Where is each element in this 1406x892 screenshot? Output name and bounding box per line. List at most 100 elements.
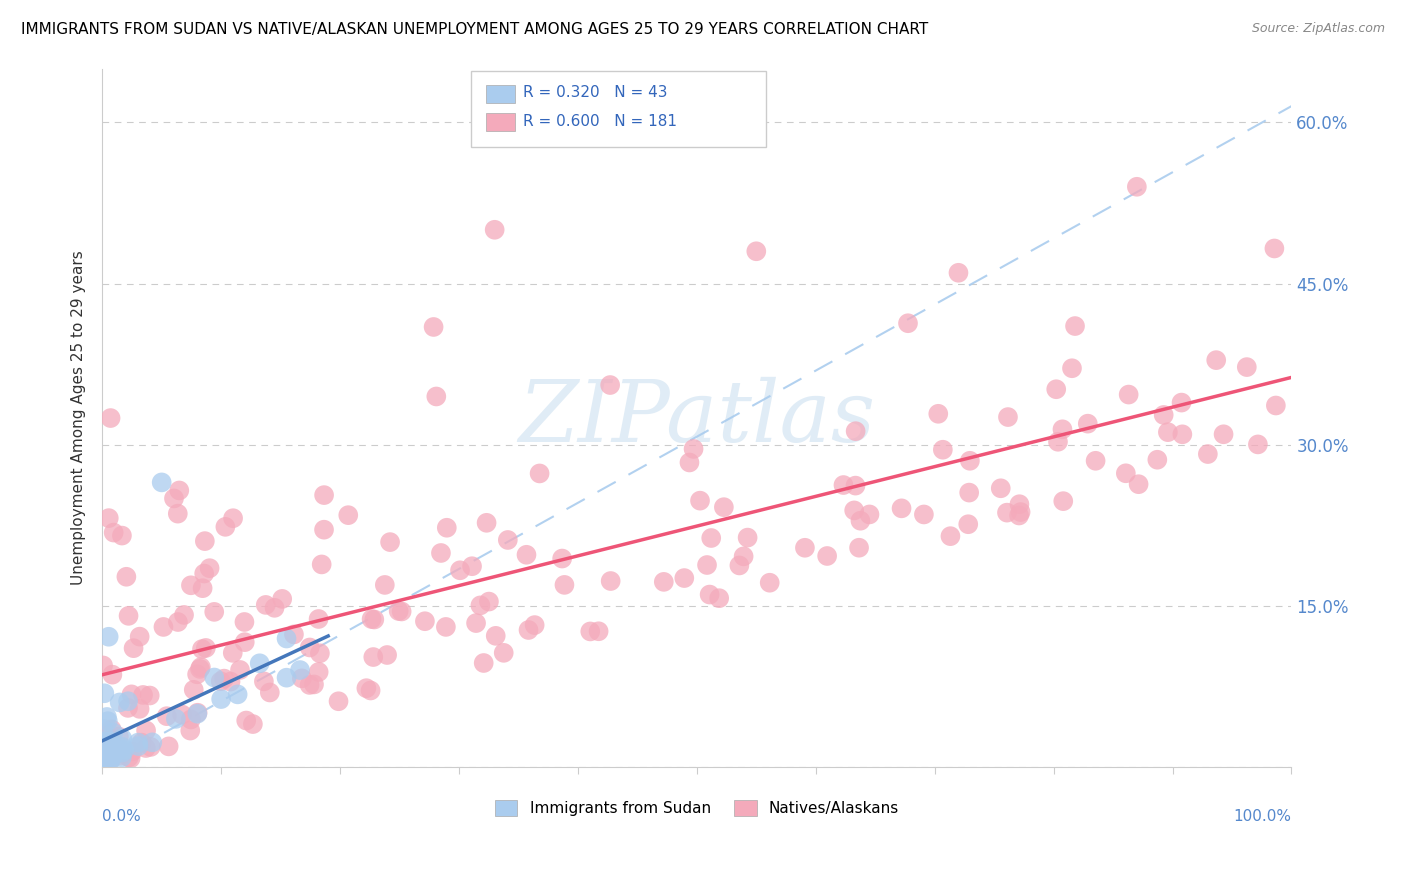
Point <box>436 521 458 535</box>
Point <box>699 588 721 602</box>
Point <box>700 531 723 545</box>
Point <box>249 657 271 671</box>
Point <box>848 541 870 555</box>
Point <box>91 658 114 673</box>
Point <box>112 743 135 757</box>
Point <box>94 745 117 759</box>
Point <box>551 551 574 566</box>
Point <box>103 747 125 762</box>
Point <box>180 713 202 727</box>
Point <box>1077 417 1099 431</box>
Point <box>91 756 114 771</box>
Point <box>111 528 134 542</box>
Point <box>713 500 735 515</box>
Point <box>108 744 131 758</box>
Point <box>673 571 696 585</box>
Point <box>523 618 546 632</box>
Point <box>374 578 396 592</box>
Point <box>254 598 277 612</box>
Point <box>172 707 194 722</box>
Point <box>214 520 236 534</box>
Point <box>1170 395 1192 409</box>
Point <box>425 389 447 403</box>
Point <box>737 531 759 545</box>
Point <box>472 656 495 670</box>
Point <box>186 706 208 721</box>
Point <box>360 612 382 626</box>
Point <box>128 630 150 644</box>
Point <box>141 735 163 749</box>
Text: 100.0%: 100.0% <box>1233 809 1292 824</box>
Point <box>121 744 143 758</box>
Point <box>733 549 755 564</box>
Point <box>233 635 256 649</box>
Point <box>815 549 838 563</box>
Point <box>190 660 212 674</box>
Point <box>263 600 285 615</box>
Point <box>103 525 125 540</box>
Point <box>108 695 131 709</box>
Legend: Immigrants from Sudan, Natives/Alaskans: Immigrants from Sudan, Natives/Alaskans <box>488 794 905 822</box>
Point <box>311 558 333 572</box>
Point <box>1118 387 1140 401</box>
Point <box>91 726 114 740</box>
Point <box>948 266 970 280</box>
Point <box>121 687 143 701</box>
Point <box>599 378 621 392</box>
Point <box>167 615 190 629</box>
Point <box>849 514 872 528</box>
Point <box>995 506 1018 520</box>
Point <box>475 516 498 530</box>
Point <box>1084 454 1107 468</box>
Point <box>97 714 120 728</box>
Point <box>517 623 540 637</box>
Point <box>111 750 134 764</box>
Point <box>111 731 134 746</box>
Point <box>118 750 141 764</box>
Point <box>157 739 180 754</box>
Point <box>478 594 501 608</box>
Point <box>165 712 187 726</box>
Point <box>253 674 276 689</box>
Point <box>135 723 157 738</box>
Point <box>97 511 120 525</box>
Point <box>844 503 866 517</box>
Point <box>696 558 718 572</box>
Point <box>298 640 321 655</box>
Point <box>139 739 162 754</box>
Point <box>291 671 314 685</box>
Point <box>1115 467 1137 481</box>
Point <box>226 687 249 701</box>
Point <box>100 723 122 737</box>
Point <box>209 674 232 689</box>
Point <box>198 561 221 575</box>
Point <box>242 717 264 731</box>
Point <box>105 744 128 758</box>
Point <box>97 630 120 644</box>
Point <box>103 725 125 739</box>
Point <box>127 736 149 750</box>
Point <box>356 681 378 695</box>
Point <box>375 648 398 662</box>
Point <box>156 709 179 723</box>
Point <box>93 741 115 756</box>
Point <box>484 223 506 237</box>
Point <box>100 753 122 767</box>
Point <box>191 581 214 595</box>
Point <box>1008 508 1031 523</box>
Point <box>117 694 139 708</box>
Point <box>529 467 551 481</box>
Point <box>298 678 321 692</box>
Point <box>845 424 868 438</box>
Point <box>434 620 457 634</box>
Point <box>163 491 186 506</box>
Point <box>1264 399 1286 413</box>
Point <box>209 692 232 706</box>
Point <box>1212 427 1234 442</box>
Point <box>96 747 118 761</box>
Point <box>283 627 305 641</box>
Point <box>745 244 768 259</box>
Point <box>117 608 139 623</box>
Point <box>449 563 471 577</box>
Point <box>288 663 311 677</box>
